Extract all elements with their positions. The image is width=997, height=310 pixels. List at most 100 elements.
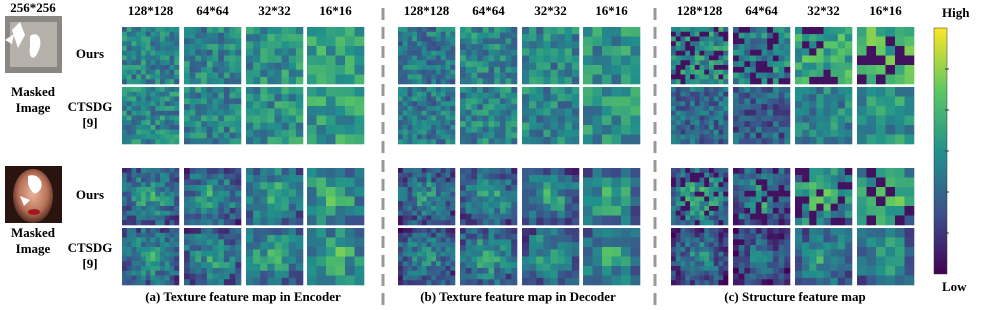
feature-cell <box>127 56 132 61</box>
feature-cell <box>446 182 451 187</box>
feature-cell <box>489 251 495 257</box>
feature-cell <box>122 280 127 285</box>
feature-cell <box>602 97 612 107</box>
feature-cell <box>224 38 230 44</box>
feature-cell <box>762 174 768 180</box>
feature-cell <box>631 87 641 97</box>
feature-cell <box>733 268 739 274</box>
feature-cell <box>750 110 756 116</box>
feature-cell <box>602 257 612 267</box>
feature-cell <box>466 202 472 208</box>
feature-cell <box>704 106 709 111</box>
feature-cell <box>132 178 137 183</box>
feature-cell <box>246 278 253 285</box>
feature-cell <box>174 111 179 116</box>
feature-cell <box>756 245 762 251</box>
feature-cell <box>146 139 151 144</box>
feature-cell <box>773 214 779 220</box>
feature-cell <box>471 262 477 268</box>
feature-cell <box>795 182 802 189</box>
feature-cell <box>631 27 641 37</box>
feature-cell <box>681 37 686 42</box>
feature-cell <box>767 110 773 116</box>
feature-map <box>522 228 579 285</box>
feature-cell <box>494 197 500 203</box>
feature-cell <box>267 63 274 70</box>
feature-cell <box>511 27 517 33</box>
feature-cell <box>296 130 303 137</box>
feature-cell <box>572 137 579 144</box>
feature-cell <box>122 238 127 243</box>
feature-cell <box>460 138 466 144</box>
feature-cell <box>230 197 236 203</box>
feature-cell <box>412 206 417 211</box>
feature-cell <box>690 65 695 70</box>
feature-cell <box>558 189 565 196</box>
feature-cell <box>779 185 785 191</box>
feature-cell <box>762 67 768 73</box>
feature-cell <box>739 202 745 208</box>
feature-cell <box>685 139 690 144</box>
feature-cell <box>685 252 690 257</box>
feature-cell <box>282 34 289 41</box>
feature-cell <box>685 201 690 206</box>
feature-cell <box>511 104 517 110</box>
feature-cell <box>558 130 565 137</box>
feature-cell <box>695 178 700 183</box>
feature-cell <box>690 46 695 51</box>
feature-cell <box>275 211 282 218</box>
feature-cell <box>155 201 160 206</box>
feature-cell <box>838 27 845 34</box>
feature-cell <box>719 111 724 116</box>
feature-cell <box>723 70 728 75</box>
feature-cell <box>477 61 483 67</box>
column-header: 32*32 <box>807 3 840 18</box>
feature-cell <box>398 238 403 243</box>
feature-cell <box>235 98 241 104</box>
feature-cell <box>184 93 190 99</box>
feature-cell <box>779 179 785 185</box>
feature-cell <box>773 234 779 240</box>
feature-cell <box>483 61 489 67</box>
feature-cell <box>174 120 179 125</box>
feature-cell <box>551 94 558 101</box>
feature-cell <box>602 276 612 286</box>
feature-cell <box>436 211 441 216</box>
feature-cell <box>151 187 156 192</box>
feature-cell <box>165 106 170 111</box>
feature-cell <box>583 187 593 197</box>
feature-cell <box>224 168 230 174</box>
feature-cell <box>289 108 296 115</box>
feature-cell <box>773 228 779 234</box>
feature-cell <box>398 206 403 211</box>
feature-cell <box>427 252 432 257</box>
feature-cell <box>260 48 267 55</box>
feature-cell <box>838 228 845 235</box>
feature-cell <box>762 93 768 99</box>
feature-cell <box>446 51 451 56</box>
feature-cell <box>417 32 422 37</box>
feature-cell <box>398 187 403 192</box>
feature-cell <box>714 220 719 225</box>
feature-cell <box>412 75 417 80</box>
feature-cell <box>500 228 506 234</box>
feature-cell <box>160 257 165 262</box>
feature-cell <box>436 238 441 243</box>
feature-cell <box>398 216 403 221</box>
feature-cell <box>155 187 160 192</box>
feature-cell <box>558 182 565 189</box>
feature-cell <box>506 56 512 62</box>
feature-cell <box>431 60 436 65</box>
feature-cell <box>784 245 790 251</box>
feature-cell <box>704 87 709 92</box>
feature-cell <box>436 252 441 257</box>
feature-cell <box>146 70 151 75</box>
feature-cell <box>838 278 845 285</box>
feature-cell <box>676 168 681 173</box>
feature-cell <box>704 233 709 238</box>
feature-cell <box>289 41 296 48</box>
feature-cell <box>750 104 756 110</box>
feature-cell <box>500 27 506 33</box>
feature-cell <box>422 271 427 276</box>
feature-cell <box>583 216 593 226</box>
